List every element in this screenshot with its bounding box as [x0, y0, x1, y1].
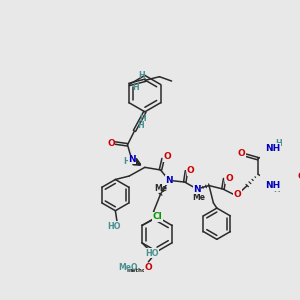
- Text: O: O: [187, 166, 195, 175]
- Text: O: O: [107, 139, 115, 148]
- Text: H: H: [133, 82, 140, 91]
- Text: O: O: [298, 172, 300, 181]
- Text: MeO: MeO: [118, 263, 138, 272]
- Text: H: H: [275, 140, 282, 148]
- Text: H: H: [273, 184, 280, 194]
- Text: H: H: [123, 157, 130, 166]
- Text: N: N: [128, 155, 136, 164]
- Text: O: O: [238, 149, 245, 158]
- Text: HO: HO: [107, 222, 120, 231]
- Text: methoxy: methoxy: [126, 268, 153, 273]
- Text: NH: NH: [266, 181, 281, 190]
- Text: N: N: [165, 176, 173, 185]
- Text: O: O: [225, 174, 233, 183]
- Text: Cl: Cl: [153, 212, 163, 221]
- Text: HO: HO: [145, 249, 158, 258]
- Text: Me: Me: [154, 184, 167, 193]
- Text: O: O: [234, 190, 242, 199]
- Text: NH: NH: [266, 144, 281, 153]
- Text: H: H: [139, 114, 146, 123]
- Text: O: O: [164, 152, 171, 161]
- Text: O: O: [145, 263, 152, 272]
- Text: H: H: [137, 121, 144, 130]
- Text: Me: Me: [192, 193, 205, 202]
- Text: H: H: [138, 71, 145, 80]
- Text: N: N: [193, 184, 201, 194]
